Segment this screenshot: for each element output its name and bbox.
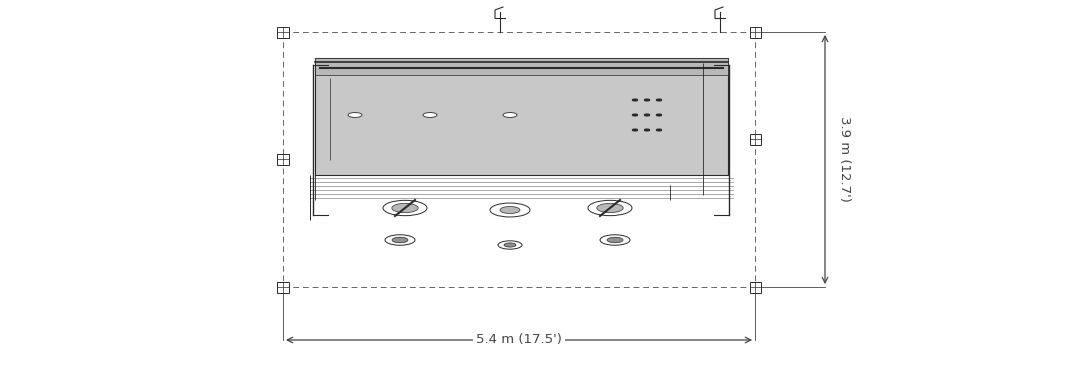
Bar — [750, 27, 761, 38]
Circle shape — [385, 235, 415, 245]
Bar — [278, 282, 289, 293]
Circle shape — [502, 112, 517, 117]
Circle shape — [600, 235, 630, 245]
Circle shape — [656, 99, 662, 101]
Circle shape — [392, 237, 408, 243]
Circle shape — [498, 241, 522, 249]
Circle shape — [383, 200, 427, 216]
Text: 5.4 m (17.5'): 5.4 m (17.5') — [476, 334, 562, 347]
Text: 3.9 m (12.7'): 3.9 m (12.7') — [838, 116, 851, 202]
Circle shape — [500, 206, 520, 214]
Bar — [278, 154, 289, 165]
Circle shape — [632, 129, 638, 131]
Circle shape — [423, 112, 437, 117]
Circle shape — [656, 114, 662, 116]
Circle shape — [632, 114, 638, 116]
Circle shape — [588, 200, 632, 216]
Circle shape — [348, 112, 362, 117]
Bar — [278, 27, 289, 38]
Bar — [315, 58, 728, 75]
Bar — [750, 133, 761, 144]
Circle shape — [644, 114, 650, 116]
Circle shape — [632, 99, 638, 101]
Circle shape — [644, 129, 650, 131]
Circle shape — [607, 237, 623, 243]
Circle shape — [490, 203, 530, 217]
Bar — [315, 58, 728, 175]
Bar — [750, 282, 761, 293]
Circle shape — [504, 243, 516, 247]
Circle shape — [391, 203, 419, 212]
Circle shape — [644, 99, 650, 101]
Circle shape — [656, 129, 662, 131]
Circle shape — [597, 203, 623, 212]
